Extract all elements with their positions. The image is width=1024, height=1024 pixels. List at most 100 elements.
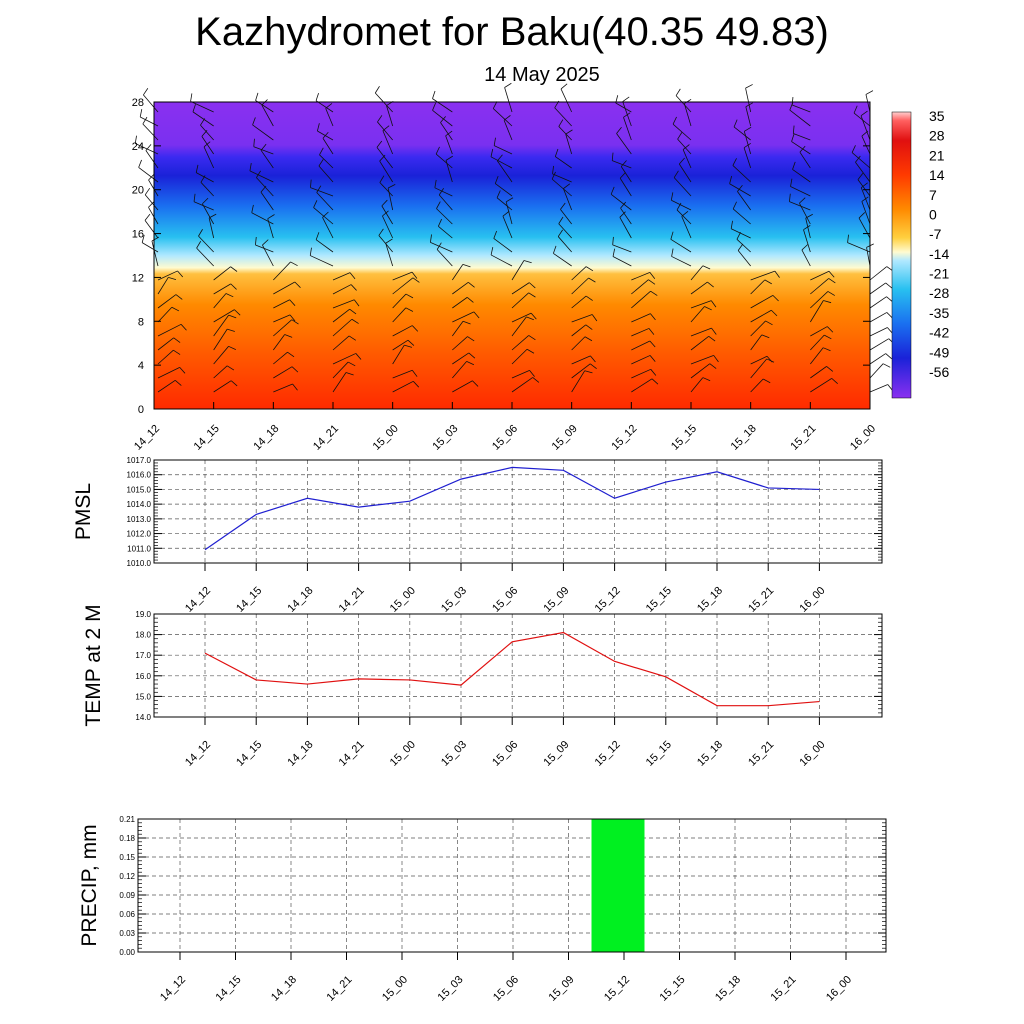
wind-barb bbox=[496, 197, 513, 211]
wind-barb-flag bbox=[729, 175, 733, 184]
wind-barb bbox=[571, 336, 586, 351]
wind-barb-flag bbox=[411, 325, 419, 332]
wind-barb-flag bbox=[612, 248, 616, 257]
wind-barb-flag bbox=[198, 229, 203, 237]
wind-barb bbox=[810, 347, 824, 365]
wind-barb-flag bbox=[355, 353, 362, 360]
wind-barb-flag bbox=[179, 367, 186, 374]
wind-barb-flag bbox=[316, 185, 322, 193]
heatmap-y-tick-label: 20 bbox=[132, 185, 144, 197]
wind-barb-flag bbox=[379, 154, 386, 162]
wind-barb bbox=[792, 169, 811, 183]
x-tick-label: 15_03 bbox=[439, 739, 469, 769]
wind-barb bbox=[631, 328, 650, 337]
wind-barb-flag bbox=[251, 204, 254, 213]
chart-subtitle: 14 May 2025 bbox=[484, 64, 600, 86]
wind-barb-flag bbox=[177, 270, 184, 278]
colorbar-label: -14 bbox=[929, 246, 949, 262]
wind-barb-flag bbox=[200, 118, 206, 126]
wind-barb bbox=[201, 136, 214, 155]
wind-barb bbox=[332, 308, 350, 323]
wind-barb bbox=[332, 299, 355, 309]
wind-barb-flag bbox=[252, 117, 256, 126]
wind-barb-flag bbox=[225, 293, 234, 298]
wind-barb bbox=[558, 223, 572, 239]
wind-barb bbox=[560, 88, 573, 113]
wind-barb-flag bbox=[467, 336, 475, 342]
wind-barb-flag bbox=[886, 312, 893, 319]
wind-barb-flag bbox=[349, 308, 357, 315]
wind-barb bbox=[322, 217, 334, 239]
wind-barb bbox=[511, 370, 530, 379]
wind-barb-flag bbox=[228, 345, 237, 351]
x-tick-label: 14_15 bbox=[234, 739, 264, 769]
wind-barb-flag bbox=[650, 369, 657, 376]
heatmap-x-tick-label: 14_18 bbox=[251, 423, 281, 453]
wind-barb-flag bbox=[142, 116, 148, 125]
y-tick-label: 0.00 bbox=[119, 948, 135, 957]
wind-barb-flag bbox=[529, 370, 535, 377]
wind-barb bbox=[511, 335, 530, 351]
wind-barb bbox=[141, 242, 159, 253]
wind-barb bbox=[434, 187, 453, 197]
wind-barb bbox=[799, 202, 811, 225]
x-tick-label: 15_15 bbox=[644, 739, 674, 769]
wind-barb bbox=[203, 146, 215, 169]
wind-barb-flag bbox=[234, 309, 241, 316]
wind-barb bbox=[619, 217, 632, 239]
colorbar-label: 35 bbox=[929, 108, 945, 124]
wind-barb-flag bbox=[291, 319, 299, 325]
wind-barb bbox=[452, 311, 475, 323]
wind-barb-flag bbox=[319, 147, 324, 156]
wind-barb-flag bbox=[684, 99, 692, 104]
wind-barb-flag bbox=[789, 102, 794, 111]
wind-barb-flag bbox=[745, 84, 753, 89]
wind-barb-flag bbox=[526, 348, 535, 354]
wind-barb bbox=[631, 313, 651, 323]
x-tick-label: 15_09 bbox=[547, 974, 577, 1004]
wind-barb-flag bbox=[619, 172, 626, 179]
wind-barb bbox=[511, 377, 533, 393]
wind-barb-flag bbox=[766, 358, 775, 363]
wind-barb bbox=[200, 124, 214, 141]
x-tick-label: 15_00 bbox=[388, 585, 418, 615]
wind-barb bbox=[620, 207, 632, 225]
wind-barb-flag bbox=[168, 277, 177, 281]
wind-barb bbox=[851, 152, 871, 169]
wind-barb bbox=[681, 216, 692, 239]
wind-barb bbox=[690, 335, 709, 351]
wind-barb bbox=[435, 153, 453, 169]
wind-barb bbox=[332, 353, 357, 365]
wind-barb-flag bbox=[670, 192, 674, 201]
heatmap-x-tick-label: 15_00 bbox=[371, 423, 401, 453]
y-tick-label: 1011.0 bbox=[127, 544, 151, 553]
wind-barb bbox=[452, 264, 464, 281]
wind-barb bbox=[612, 256, 632, 267]
wind-barb-flag bbox=[610, 186, 615, 195]
wind-barb bbox=[571, 363, 591, 379]
wind-barb bbox=[273, 366, 293, 379]
heatmap-x-tick-label: 15_18 bbox=[729, 423, 759, 453]
wind-barb bbox=[677, 138, 692, 155]
wind-barb-flag bbox=[675, 88, 681, 96]
wind-barb-flag bbox=[462, 320, 471, 325]
x-tick-label: 15_12 bbox=[602, 974, 632, 1004]
wind-barb bbox=[251, 212, 274, 225]
wind-barb-flag bbox=[260, 185, 267, 193]
wind-barb-flag bbox=[792, 161, 796, 170]
wind-barb bbox=[631, 355, 651, 365]
wind-barb-flag bbox=[826, 366, 834, 372]
wind-barb-flag bbox=[411, 271, 418, 279]
wind-barb bbox=[789, 201, 811, 211]
wind-barb bbox=[316, 192, 334, 211]
wind-barb-flag bbox=[353, 299, 360, 307]
wind-barb-flag bbox=[349, 272, 356, 280]
wind-barb-flag bbox=[528, 335, 536, 341]
wind-barb bbox=[690, 377, 704, 393]
wind-barb bbox=[631, 272, 651, 281]
wind-barb bbox=[690, 327, 712, 337]
wind-barb-flag bbox=[803, 225, 811, 231]
wind-barb-flag bbox=[732, 158, 737, 166]
wind-barb-flag bbox=[858, 212, 866, 219]
wind-barb bbox=[690, 306, 705, 323]
